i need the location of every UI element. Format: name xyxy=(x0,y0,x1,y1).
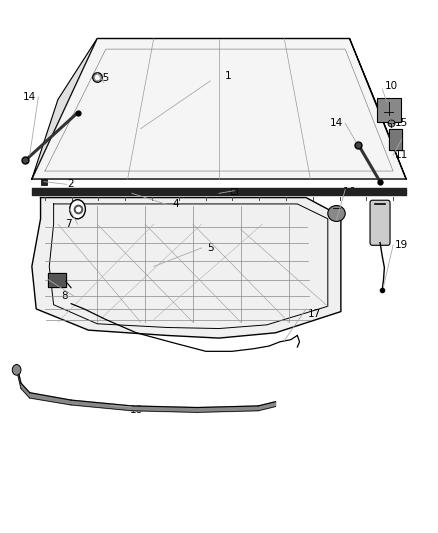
Polygon shape xyxy=(71,400,132,411)
Text: 18: 18 xyxy=(130,405,143,415)
Text: 2: 2 xyxy=(224,188,231,198)
Polygon shape xyxy=(17,365,21,389)
Text: 16: 16 xyxy=(343,187,356,197)
FancyBboxPatch shape xyxy=(377,98,401,122)
Polygon shape xyxy=(48,273,66,287)
Text: 8: 8 xyxy=(61,290,68,301)
Text: 14: 14 xyxy=(23,92,36,102)
Text: 7: 7 xyxy=(66,219,72,229)
Polygon shape xyxy=(30,393,71,405)
Text: 14: 14 xyxy=(330,118,343,128)
Polygon shape xyxy=(21,383,30,398)
Text: 17: 17 xyxy=(308,309,321,319)
Polygon shape xyxy=(32,38,406,179)
Text: 4: 4 xyxy=(172,199,179,209)
Polygon shape xyxy=(32,198,341,338)
Polygon shape xyxy=(32,38,97,179)
Text: 19: 19 xyxy=(395,240,408,251)
Text: 2: 2 xyxy=(68,179,74,189)
Text: 11: 11 xyxy=(395,150,408,160)
Polygon shape xyxy=(389,128,402,150)
FancyBboxPatch shape xyxy=(370,200,390,245)
Circle shape xyxy=(12,365,21,375)
Polygon shape xyxy=(132,406,197,413)
Text: 1: 1 xyxy=(224,70,231,80)
Text: 5: 5 xyxy=(207,243,214,253)
Polygon shape xyxy=(350,38,406,179)
Polygon shape xyxy=(197,406,258,413)
Text: 15: 15 xyxy=(395,118,408,128)
Text: 10: 10 xyxy=(385,81,397,91)
Text: 15: 15 xyxy=(97,73,110,83)
Ellipse shape xyxy=(328,206,345,221)
Polygon shape xyxy=(258,402,276,411)
Circle shape xyxy=(70,200,85,219)
